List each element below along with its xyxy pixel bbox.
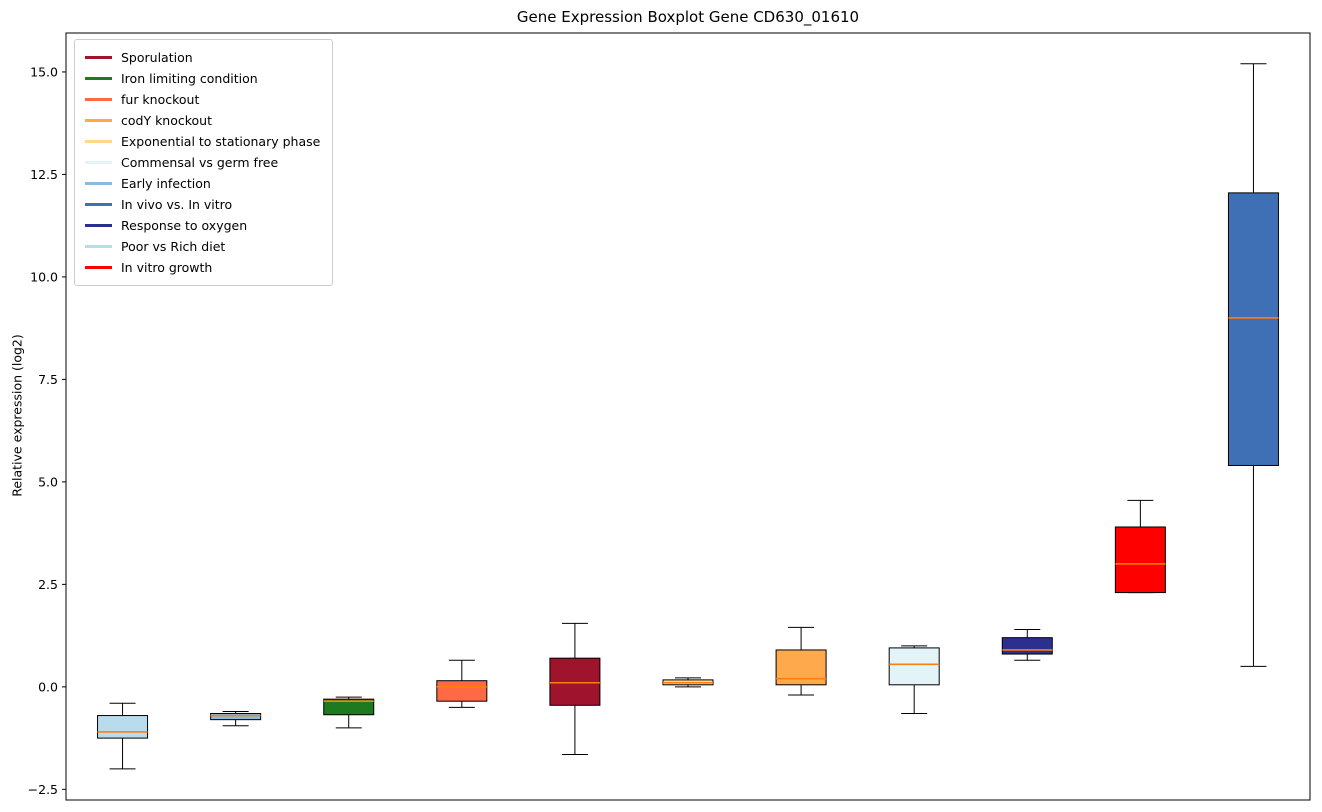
legend-item: Sporulation — [85, 47, 320, 68]
y-tick-label: 0.0 — [38, 679, 58, 694]
legend-swatch — [85, 119, 112, 122]
legend-label: Iron limiting condition — [121, 71, 258, 86]
legend-label: Commensal vs germ free — [121, 155, 279, 170]
y-tick-label: −2.5 — [28, 782, 58, 797]
legend-swatch — [85, 77, 112, 80]
legend-item: Poor vs Rich diet — [85, 236, 320, 257]
legend-item: Response to oxygen — [85, 215, 320, 236]
legend-label: In vitro growth — [121, 260, 213, 275]
box-commensal-vs-germ-free — [888, 645, 940, 715]
legend-label: Exponential to stationary phase — [121, 134, 321, 149]
box-response-to-oxygen — [1001, 628, 1053, 661]
legend-label: In vivo vs. In vitro — [121, 197, 233, 212]
legend-label: Sporulation — [121, 50, 193, 65]
legend-swatch — [85, 56, 112, 59]
legend-item: In vitro growth — [85, 257, 320, 278]
y-tick-label: 12.5 — [30, 167, 58, 182]
legend-item: Iron limiting condition — [85, 68, 320, 89]
y-tick-label: 2.5 — [38, 577, 58, 592]
y-tick-label: 7.5 — [38, 372, 58, 387]
legend-item: fur knockout — [85, 89, 320, 110]
y-tick-label: 10.0 — [30, 269, 58, 284]
box-iron-limiting-condition — [323, 696, 375, 729]
box-sporulation — [549, 622, 601, 755]
legend-swatch — [85, 266, 112, 269]
legend-item: Commensal vs germ free — [85, 152, 320, 173]
chart-title: Gene Expression Boxplot Gene CD630_01610 — [516, 8, 860, 26]
legend-label: Poor vs Rich diet — [121, 239, 226, 254]
box-in-vitro-growth — [1114, 499, 1166, 594]
axes-frame — [65, 32, 1311, 801]
legend-item: codY knockout — [85, 110, 320, 131]
legend-item: Exponential to stationary phase — [85, 131, 320, 152]
y-tick-label: 15.0 — [30, 64, 58, 79]
box-in-vivo-vs-in-vitro — [1227, 63, 1279, 667]
legend-swatch — [85, 203, 112, 206]
legend-label: codY knockout — [121, 113, 213, 128]
box-early-infection — [210, 710, 262, 727]
legend: Sporulation Iron limiting condition fur kn… — [74, 39, 334, 286]
box-cody-knockout — [775, 626, 827, 696]
box-fur-knockout — [436, 659, 488, 708]
legend-label: Early infection — [121, 176, 211, 191]
legend-swatch — [85, 224, 112, 227]
legend-swatch — [85, 140, 112, 143]
legend-swatch — [85, 98, 112, 101]
legend-item: In vivo vs. In vitro — [85, 194, 320, 215]
legend-swatch — [85, 182, 112, 185]
legend-label: fur knockout — [121, 92, 200, 107]
legend-label: Response to oxygen — [121, 218, 248, 233]
legend-swatch — [85, 245, 112, 248]
box-poor-vs-rich-diet — [97, 702, 149, 770]
legend-swatch — [85, 161, 112, 164]
legend-item: Early infection — [85, 173, 320, 194]
y-axis-label: Relative expression (log2) — [9, 334, 25, 497]
box-exponential-to-stationary-phase — [662, 677, 714, 688]
y-tick-label: 5.0 — [38, 474, 58, 489]
